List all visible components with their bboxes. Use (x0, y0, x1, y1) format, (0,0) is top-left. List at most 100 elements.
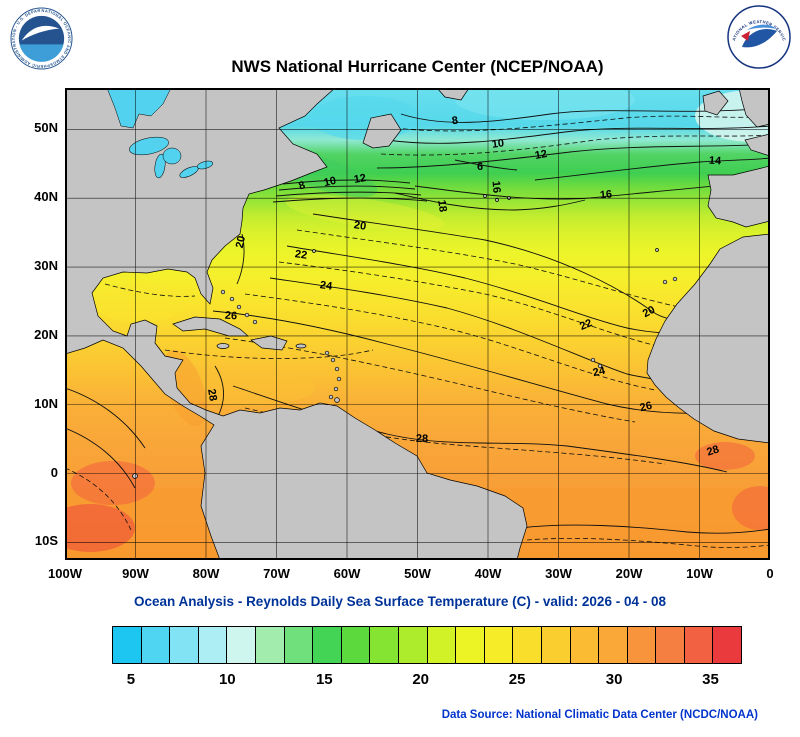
contour-label: 22 (578, 317, 594, 333)
contour-label: 10 (323, 175, 337, 189)
land-americas (65, 88, 528, 560)
land-newfoundland (362, 113, 402, 149)
land-galapagos (132, 473, 138, 479)
contour-label: 10 (491, 137, 505, 151)
land-ireland (702, 90, 729, 116)
x-axis-tick-label: 10W (686, 566, 713, 581)
y-axis-tick-label: 40N (34, 189, 58, 205)
colorbar-cell (513, 627, 542, 663)
colorbar-tick-label: 20 (412, 671, 430, 688)
noaa-logo: NATIONAL OCEANIC AND ATMOSPHERIC ADMINIS… (10, 7, 73, 70)
contour-label: 6 (477, 161, 483, 173)
colorbar-tick-label: 5 (126, 671, 136, 688)
colorbar-cell (341, 627, 371, 663)
contour-label: 28 (205, 388, 219, 402)
noaa-gull-icon (21, 25, 60, 41)
contour-label: 24 (592, 365, 607, 379)
x-axis-tick-label: 70W (263, 566, 290, 581)
y-axis-tick-label: 20N (34, 326, 58, 342)
colorbar-cell (170, 627, 199, 663)
land-madeira (655, 248, 659, 252)
temperature-colorbar (112, 626, 742, 664)
land-hispaniola (250, 335, 288, 351)
contour-label: 20 (234, 235, 248, 249)
land-lesser-antilles (324, 350, 342, 403)
contour-label: 28 (705, 443, 720, 458)
colorbar-cell (227, 627, 256, 663)
contour-labels: 8 10 12 14 6 16 16 18 8 10 12 20 20 20 22 22 24 24 26 26 28 2… (205, 115, 722, 459)
lake-michigan (154, 153, 166, 179)
contour-label: 14 (708, 155, 722, 168)
lake-superior (129, 136, 169, 156)
noaa-emblem-sea (19, 44, 64, 62)
inland-water (106, 88, 214, 179)
colorbar-cell (484, 627, 514, 663)
colorbar-cell (255, 627, 285, 663)
contour-label: 12 (353, 172, 367, 186)
x-axis-tick-label: 30W (545, 566, 572, 581)
x-axis-tick-label: 80W (192, 566, 220, 581)
colorbar-cell (313, 627, 342, 663)
land-canary-islands (662, 276, 678, 285)
land-greenland-tip (436, 88, 470, 101)
x-axis-tick-label: 90W (122, 566, 149, 581)
colorbar-cell (113, 627, 142, 663)
y-axis-tick-label: 10S (34, 533, 58, 549)
colorbar-cell (398, 627, 428, 663)
colorbar-tick-label: 35 (702, 671, 719, 688)
land-africa (646, 233, 770, 444)
graticule (65, 88, 770, 560)
x-axis-tick-label: 100W (48, 566, 82, 581)
colorbar-cell (284, 627, 314, 663)
contour-label: 26 (639, 400, 654, 415)
contour-label: 28 (416, 433, 429, 445)
colorbar-cell (570, 627, 600, 663)
analysis-caption: Ocean Analysis - Reynolds Daily Sea Surf… (134, 594, 666, 609)
colorbar-cell (141, 627, 171, 663)
contour-label: 22 (294, 248, 308, 262)
page-title: NWS National Hurricane Center (NCEP/NOAA… (231, 57, 604, 76)
nws-flag-icon (741, 31, 750, 41)
contour-label: 18 (435, 199, 449, 213)
colorbar-cell (656, 627, 685, 663)
y-axis-tick-label: 0 (50, 464, 58, 480)
y-axis-tick-label: 10N (34, 395, 58, 411)
colorbar-cell (627, 627, 657, 663)
y-axis-tick-label: 50N (34, 120, 58, 136)
land-masses (65, 88, 770, 560)
colorbar-tick-label: 15 (315, 671, 333, 688)
contour-label: 20 (353, 219, 367, 233)
contour-label: 26 (224, 310, 237, 323)
y-axis-tick-label: 30N (34, 258, 58, 274)
land-jamaica (216, 343, 230, 349)
land-britain (738, 88, 770, 128)
contour-label: 12 (534, 148, 548, 162)
nws-swoosh2-icon (747, 24, 776, 30)
x-axis-tick-label: 0 (766, 566, 774, 581)
lake-huron (162, 147, 182, 165)
contour-label: 16 (489, 180, 502, 193)
colorbar-cell (713, 627, 742, 663)
contour-label: 16 (599, 188, 612, 201)
hudson-bay (106, 88, 172, 129)
contour-label: 24 (319, 279, 334, 293)
land-bermuda (312, 249, 316, 253)
colorbar-tick-label: 25 (508, 671, 526, 688)
sst-map: 8 10 12 14 6 16 16 18 8 10 12 20 20 20 22 22 24 24 26 26 28 2… (65, 88, 770, 560)
land-cape-verde (590, 357, 603, 369)
x-axis-tick-label: 40W (474, 566, 502, 581)
x-axis-tick-label: 20W (615, 566, 643, 581)
contour-label: 8 (451, 115, 459, 128)
colorbar-tick-label: 10 (218, 671, 236, 688)
nws-swoosh-icon (742, 28, 777, 48)
colorbar-cell (541, 627, 571, 663)
contour-label: 8 (297, 179, 307, 192)
land-bahamas (220, 289, 258, 325)
nws-logo: NATIONAL WEATHER SERVICE (727, 5, 791, 69)
land-puerto-rico (295, 343, 307, 349)
colorbar-cell (684, 627, 714, 663)
data-source-credit: Data Source: National Climatic Data Cent… (441, 709, 758, 721)
x-axis-tick-label: 50W (404, 566, 431, 581)
land-iberia (707, 165, 770, 228)
